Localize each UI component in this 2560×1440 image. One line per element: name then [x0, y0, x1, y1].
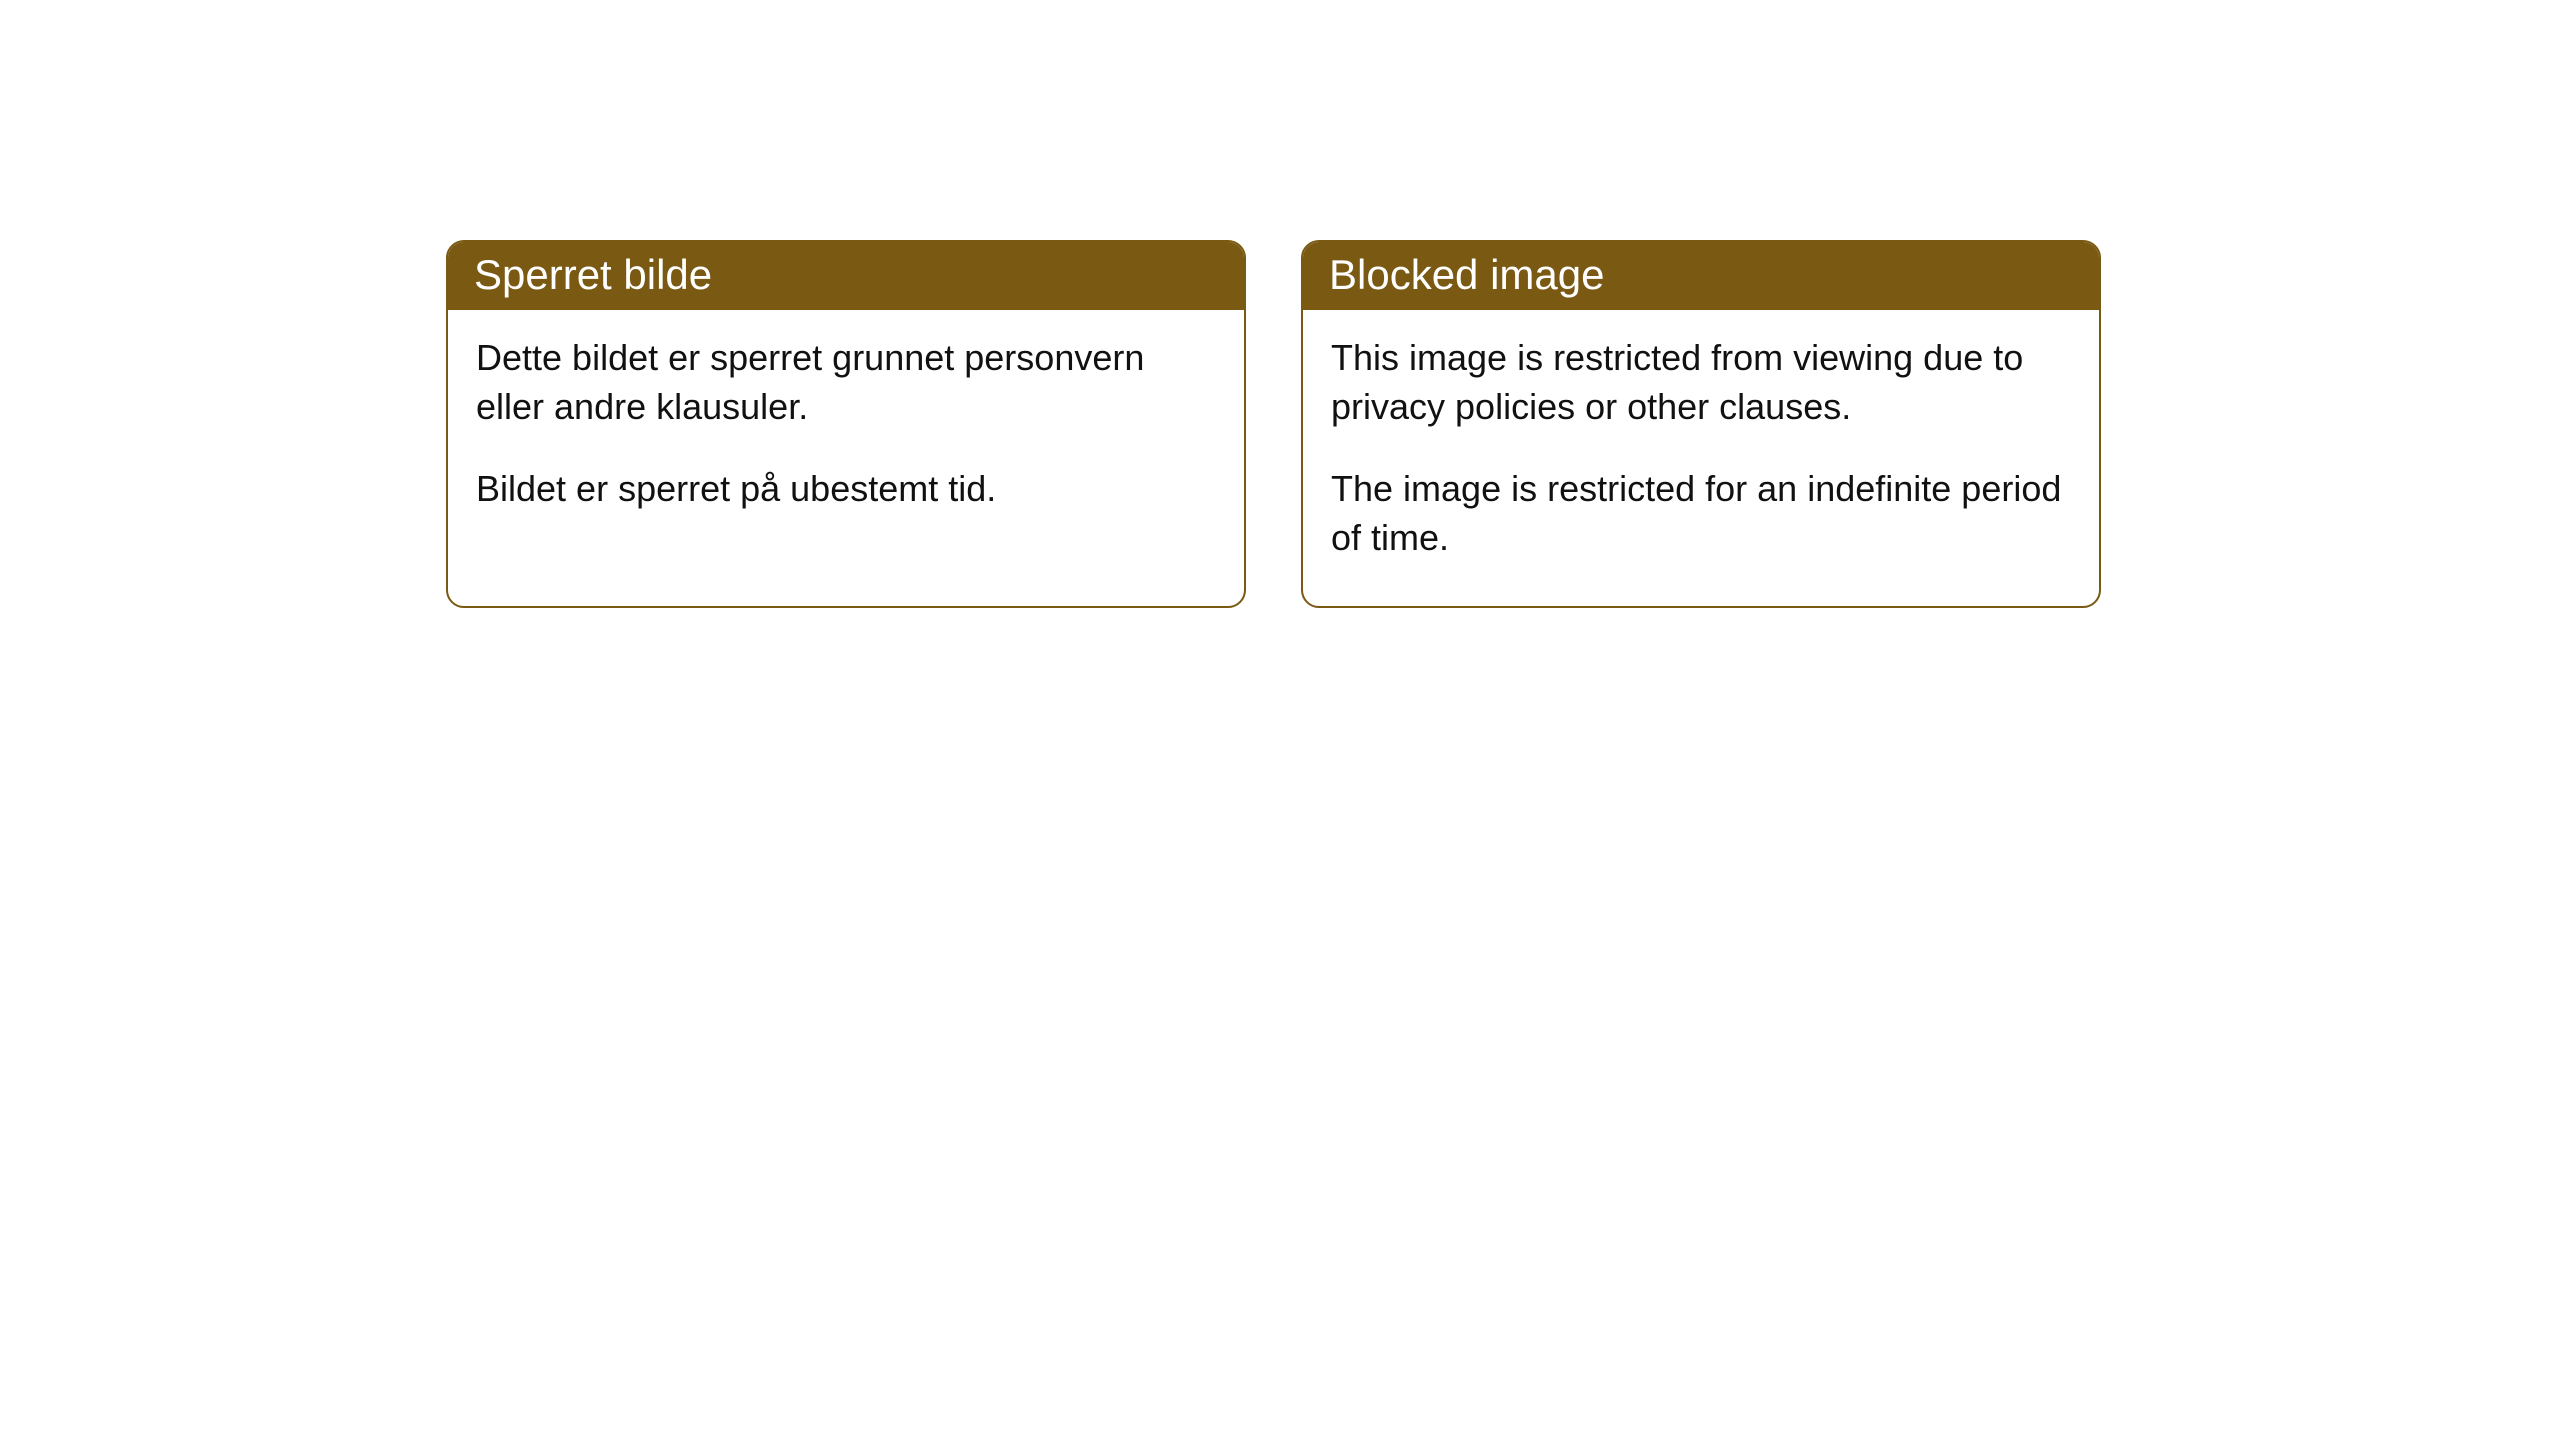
- card-paragraph-en-2: The image is restricted for an indefinit…: [1331, 465, 2071, 562]
- cards-container: Sperret bilde Dette bildet er sperret gr…: [0, 0, 2560, 608]
- card-paragraph-no-1: Dette bildet er sperret grunnet personve…: [476, 334, 1216, 431]
- card-body-no: Dette bildet er sperret grunnet personve…: [448, 310, 1244, 558]
- card-paragraph-en-1: This image is restricted from viewing du…: [1331, 334, 2071, 431]
- card-title-no: Sperret bilde: [448, 242, 1244, 310]
- card-title-en: Blocked image: [1303, 242, 2099, 310]
- card-paragraph-no-2: Bildet er sperret på ubestemt tid.: [476, 465, 1216, 514]
- card-body-en: This image is restricted from viewing du…: [1303, 310, 2099, 606]
- blocked-image-card-en: Blocked image This image is restricted f…: [1301, 240, 2101, 608]
- blocked-image-card-no: Sperret bilde Dette bildet er sperret gr…: [446, 240, 1246, 608]
